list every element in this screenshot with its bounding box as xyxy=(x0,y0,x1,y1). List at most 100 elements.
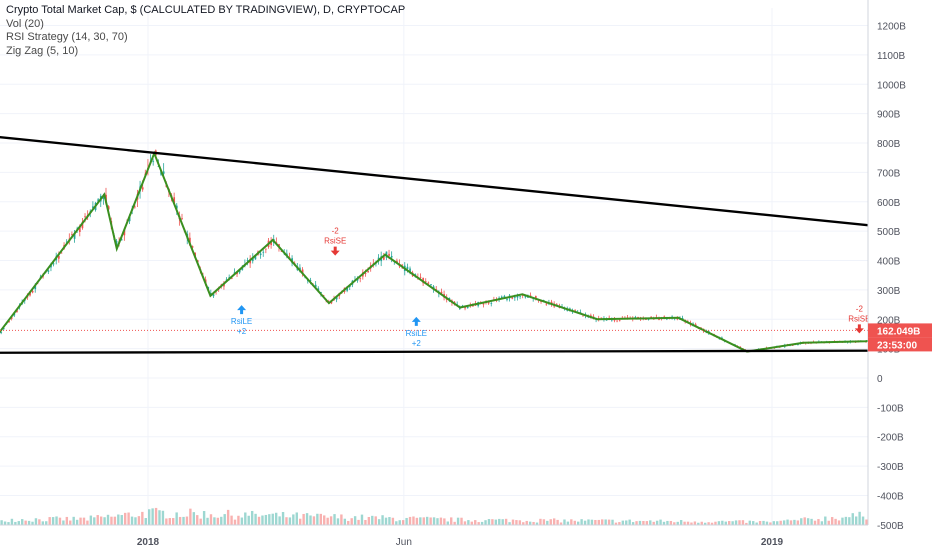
candle-body xyxy=(10,317,13,319)
volume-bar xyxy=(24,520,27,525)
volume-bar xyxy=(110,516,113,525)
volume-bar xyxy=(480,521,484,525)
volume-bar xyxy=(649,520,652,525)
zigzag-line xyxy=(0,150,932,353)
volume-bar xyxy=(34,518,38,525)
candle-body xyxy=(120,239,123,241)
volume-bar xyxy=(151,508,154,525)
candle-body xyxy=(618,320,621,322)
volume-bar xyxy=(463,521,467,525)
volume-bar xyxy=(391,517,395,525)
volume-bar xyxy=(261,515,264,525)
volume-bar xyxy=(285,517,288,525)
candle-body xyxy=(181,218,183,219)
volume-bar xyxy=(635,521,638,525)
volume-bar xyxy=(288,517,292,525)
volume-bar xyxy=(806,518,810,525)
volume-bar xyxy=(113,516,117,525)
price-tick-label: 1100B xyxy=(877,51,906,62)
volume-bar xyxy=(123,512,127,525)
last-price-badge xyxy=(868,323,932,338)
volume-bar xyxy=(484,520,487,525)
candle-body xyxy=(265,248,267,250)
candle-body xyxy=(175,205,178,209)
indicator-volume[interactable]: Vol (20) xyxy=(6,17,44,30)
volume-bar xyxy=(0,520,3,525)
volume-bar xyxy=(250,510,254,525)
price-tick-label: 300B xyxy=(877,286,901,297)
volume-bar xyxy=(511,519,515,525)
countdown-label: 23:53:00 xyxy=(877,340,917,351)
volume-bar xyxy=(659,519,662,525)
volume-bar xyxy=(810,518,813,525)
candle-body xyxy=(141,187,144,190)
volume-bar xyxy=(525,520,528,525)
volume-bar xyxy=(144,518,147,525)
volume-bar xyxy=(326,517,329,525)
volume-bar xyxy=(244,512,247,525)
candle-body xyxy=(0,332,3,333)
volume-bar xyxy=(172,518,175,525)
price-tick-label: -200B xyxy=(877,433,904,444)
candle-body xyxy=(31,290,34,293)
arrow-up-icon xyxy=(411,316,421,326)
time-axis-bg xyxy=(0,525,868,550)
volume-bar xyxy=(793,519,796,525)
upper-trendline xyxy=(0,136,932,233)
volume-bar xyxy=(381,515,384,525)
arrow-down-icon xyxy=(330,246,340,256)
price-tick-label: 0 xyxy=(877,374,883,385)
volume-bar xyxy=(357,519,360,525)
volume-bar xyxy=(295,512,298,525)
indicator-zigzag[interactable]: Zig Zag (5, 10) xyxy=(6,44,79,57)
volume-bar xyxy=(542,519,546,525)
volume-bar xyxy=(549,519,552,525)
candle-body xyxy=(60,252,63,254)
candle-body xyxy=(52,263,55,265)
volume-bar xyxy=(336,518,340,525)
candle-body xyxy=(359,278,362,279)
candle-body xyxy=(524,296,527,298)
volume-bar xyxy=(769,522,772,525)
volume-bar xyxy=(333,514,336,525)
volume-bar xyxy=(522,522,525,525)
candle-body xyxy=(382,255,385,260)
volume-bar xyxy=(734,520,738,525)
volume-bar xyxy=(745,522,748,525)
candle-body xyxy=(270,240,273,246)
indicator-rsi-strategy[interactable]: RSI Strategy (14, 30, 70) xyxy=(6,31,128,43)
candle-body xyxy=(545,303,548,305)
volume-bar xyxy=(755,522,758,525)
volume-bar xyxy=(45,521,48,525)
time-tick-label: 2019 xyxy=(761,537,784,548)
price-tick-label: 700B xyxy=(877,168,901,179)
volume-bar xyxy=(683,521,686,525)
volume-bar xyxy=(202,511,206,525)
volume-bar xyxy=(165,518,168,525)
volume-bar xyxy=(762,520,765,525)
candle-body xyxy=(506,298,508,300)
volume-bar xyxy=(786,519,789,525)
candle-body xyxy=(230,277,233,279)
volume-bar xyxy=(17,521,20,525)
candle-body xyxy=(535,296,537,300)
volume-bar xyxy=(429,517,432,525)
volume-bar xyxy=(779,520,782,525)
volume-bar xyxy=(96,515,99,525)
volume-bar xyxy=(199,518,202,525)
candle-body xyxy=(569,308,571,310)
volume-bar xyxy=(408,516,412,525)
volume-bar xyxy=(710,522,714,525)
volume-bar xyxy=(432,517,436,525)
volume-bar xyxy=(340,514,343,525)
volume-bar xyxy=(854,516,858,525)
candle-body xyxy=(107,206,110,210)
volume-bar xyxy=(817,519,820,525)
candle-body xyxy=(440,291,443,294)
volume-bar xyxy=(278,516,281,525)
candle-body xyxy=(676,318,679,320)
candle-body xyxy=(301,269,304,274)
volume-bar xyxy=(120,515,123,525)
